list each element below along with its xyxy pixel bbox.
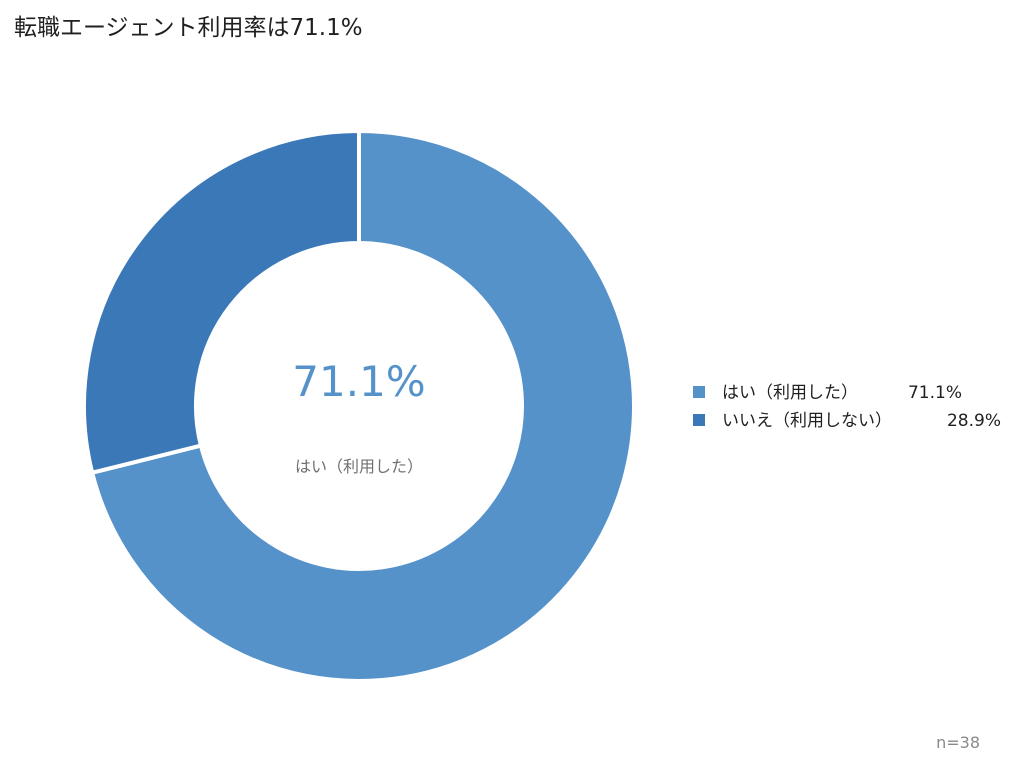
legend-swatch-1: [693, 386, 705, 398]
legend-label-2: いいえ（利用しない）: [722, 411, 892, 431]
center-category-label: はい（利用した）: [295, 457, 423, 476]
chart-title: 転職エージェント利用率は71.1%: [14, 15, 363, 41]
center-value-label: 71.1%: [292, 357, 425, 406]
sample-size-label: n=38: [936, 733, 980, 752]
donut-slice-1: [89, 128, 636, 683]
legend: はい（利用した） 71.1% いいえ（利用しない） 28.9%: [693, 383, 1001, 431]
legend-value-2: 28.9%: [947, 411, 1001, 431]
legend-value-1: 71.1%: [908, 383, 962, 403]
legend-swatch-2: [693, 414, 705, 426]
legend-label-1: はい（利用した）: [722, 383, 858, 403]
donut-slices: [82, 128, 636, 683]
donut-slice-2: [82, 128, 361, 476]
